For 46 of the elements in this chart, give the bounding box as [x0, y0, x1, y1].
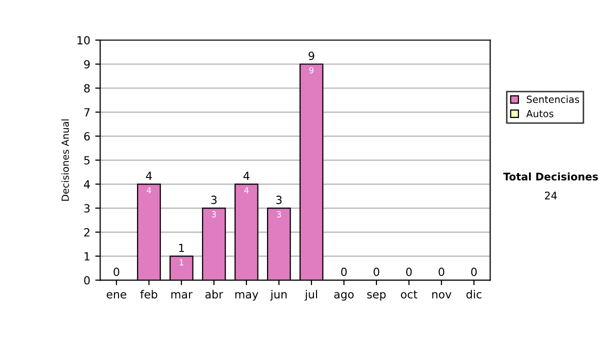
x-tick-label: ene: [106, 292, 126, 298]
y-axis-title: Decisiones Anual: [61, 119, 69, 201]
data-label: 1: [180, 259, 184, 266]
x-tick-label: ago: [334, 292, 354, 301]
y-tick-label: 4: [84, 180, 90, 188]
total-label: 1: [179, 244, 184, 252]
total-label: 4: [243, 172, 250, 180]
total-label: 3: [276, 196, 282, 204]
text: 24: [544, 192, 557, 200]
data-label: 4: [244, 187, 249, 194]
y-tick-label: 2: [84, 228, 90, 236]
data-label: 9: [309, 67, 314, 74]
total-label: 0: [374, 268, 380, 276]
y-tick-label: 7: [84, 108, 90, 116]
y-tick-label: 9: [84, 60, 90, 69]
x-tick-label: abr: [205, 290, 224, 298]
x-tick-label: may: [235, 292, 258, 301]
legend-label: Autos: [526, 110, 554, 118]
total-label: 4: [146, 172, 152, 180]
x-tick-label: dic: [466, 290, 482, 298]
y-tick-label: 10: [78, 36, 90, 44]
y-tick-label: 3: [84, 204, 90, 213]
legend-label: Sentencias: [526, 95, 580, 104]
y-tick-label: 5: [84, 156, 90, 165]
total-label: 0: [438, 268, 444, 276]
y-tick-label: 0: [84, 276, 90, 285]
total-label: 3: [211, 196, 217, 204]
data-label: 3: [276, 211, 281, 218]
total-label: 9: [308, 52, 314, 60]
total-label: 0: [406, 268, 412, 276]
y-tick-label: 1: [84, 252, 90, 260]
x-tick-label: jun: [270, 290, 287, 301]
total-label: 0: [114, 268, 120, 276]
x-tick-label: nov: [432, 292, 452, 298]
x-tick-label: sep: [367, 292, 386, 301]
x-tick-label: mar: [171, 292, 193, 298]
data-label: 4: [146, 187, 152, 194]
data-label: 3: [212, 211, 216, 218]
x-tick-label: oct: [400, 290, 418, 298]
y-tick-label: 8: [84, 84, 90, 93]
total-label: 0: [471, 268, 477, 276]
x-tick-label: jul: [304, 290, 318, 301]
y-tick-label: 6: [84, 132, 90, 141]
total-label: 0: [341, 268, 347, 276]
text: Total Decisiones: [503, 172, 598, 180]
x-tick-label: feb: [140, 290, 158, 298]
